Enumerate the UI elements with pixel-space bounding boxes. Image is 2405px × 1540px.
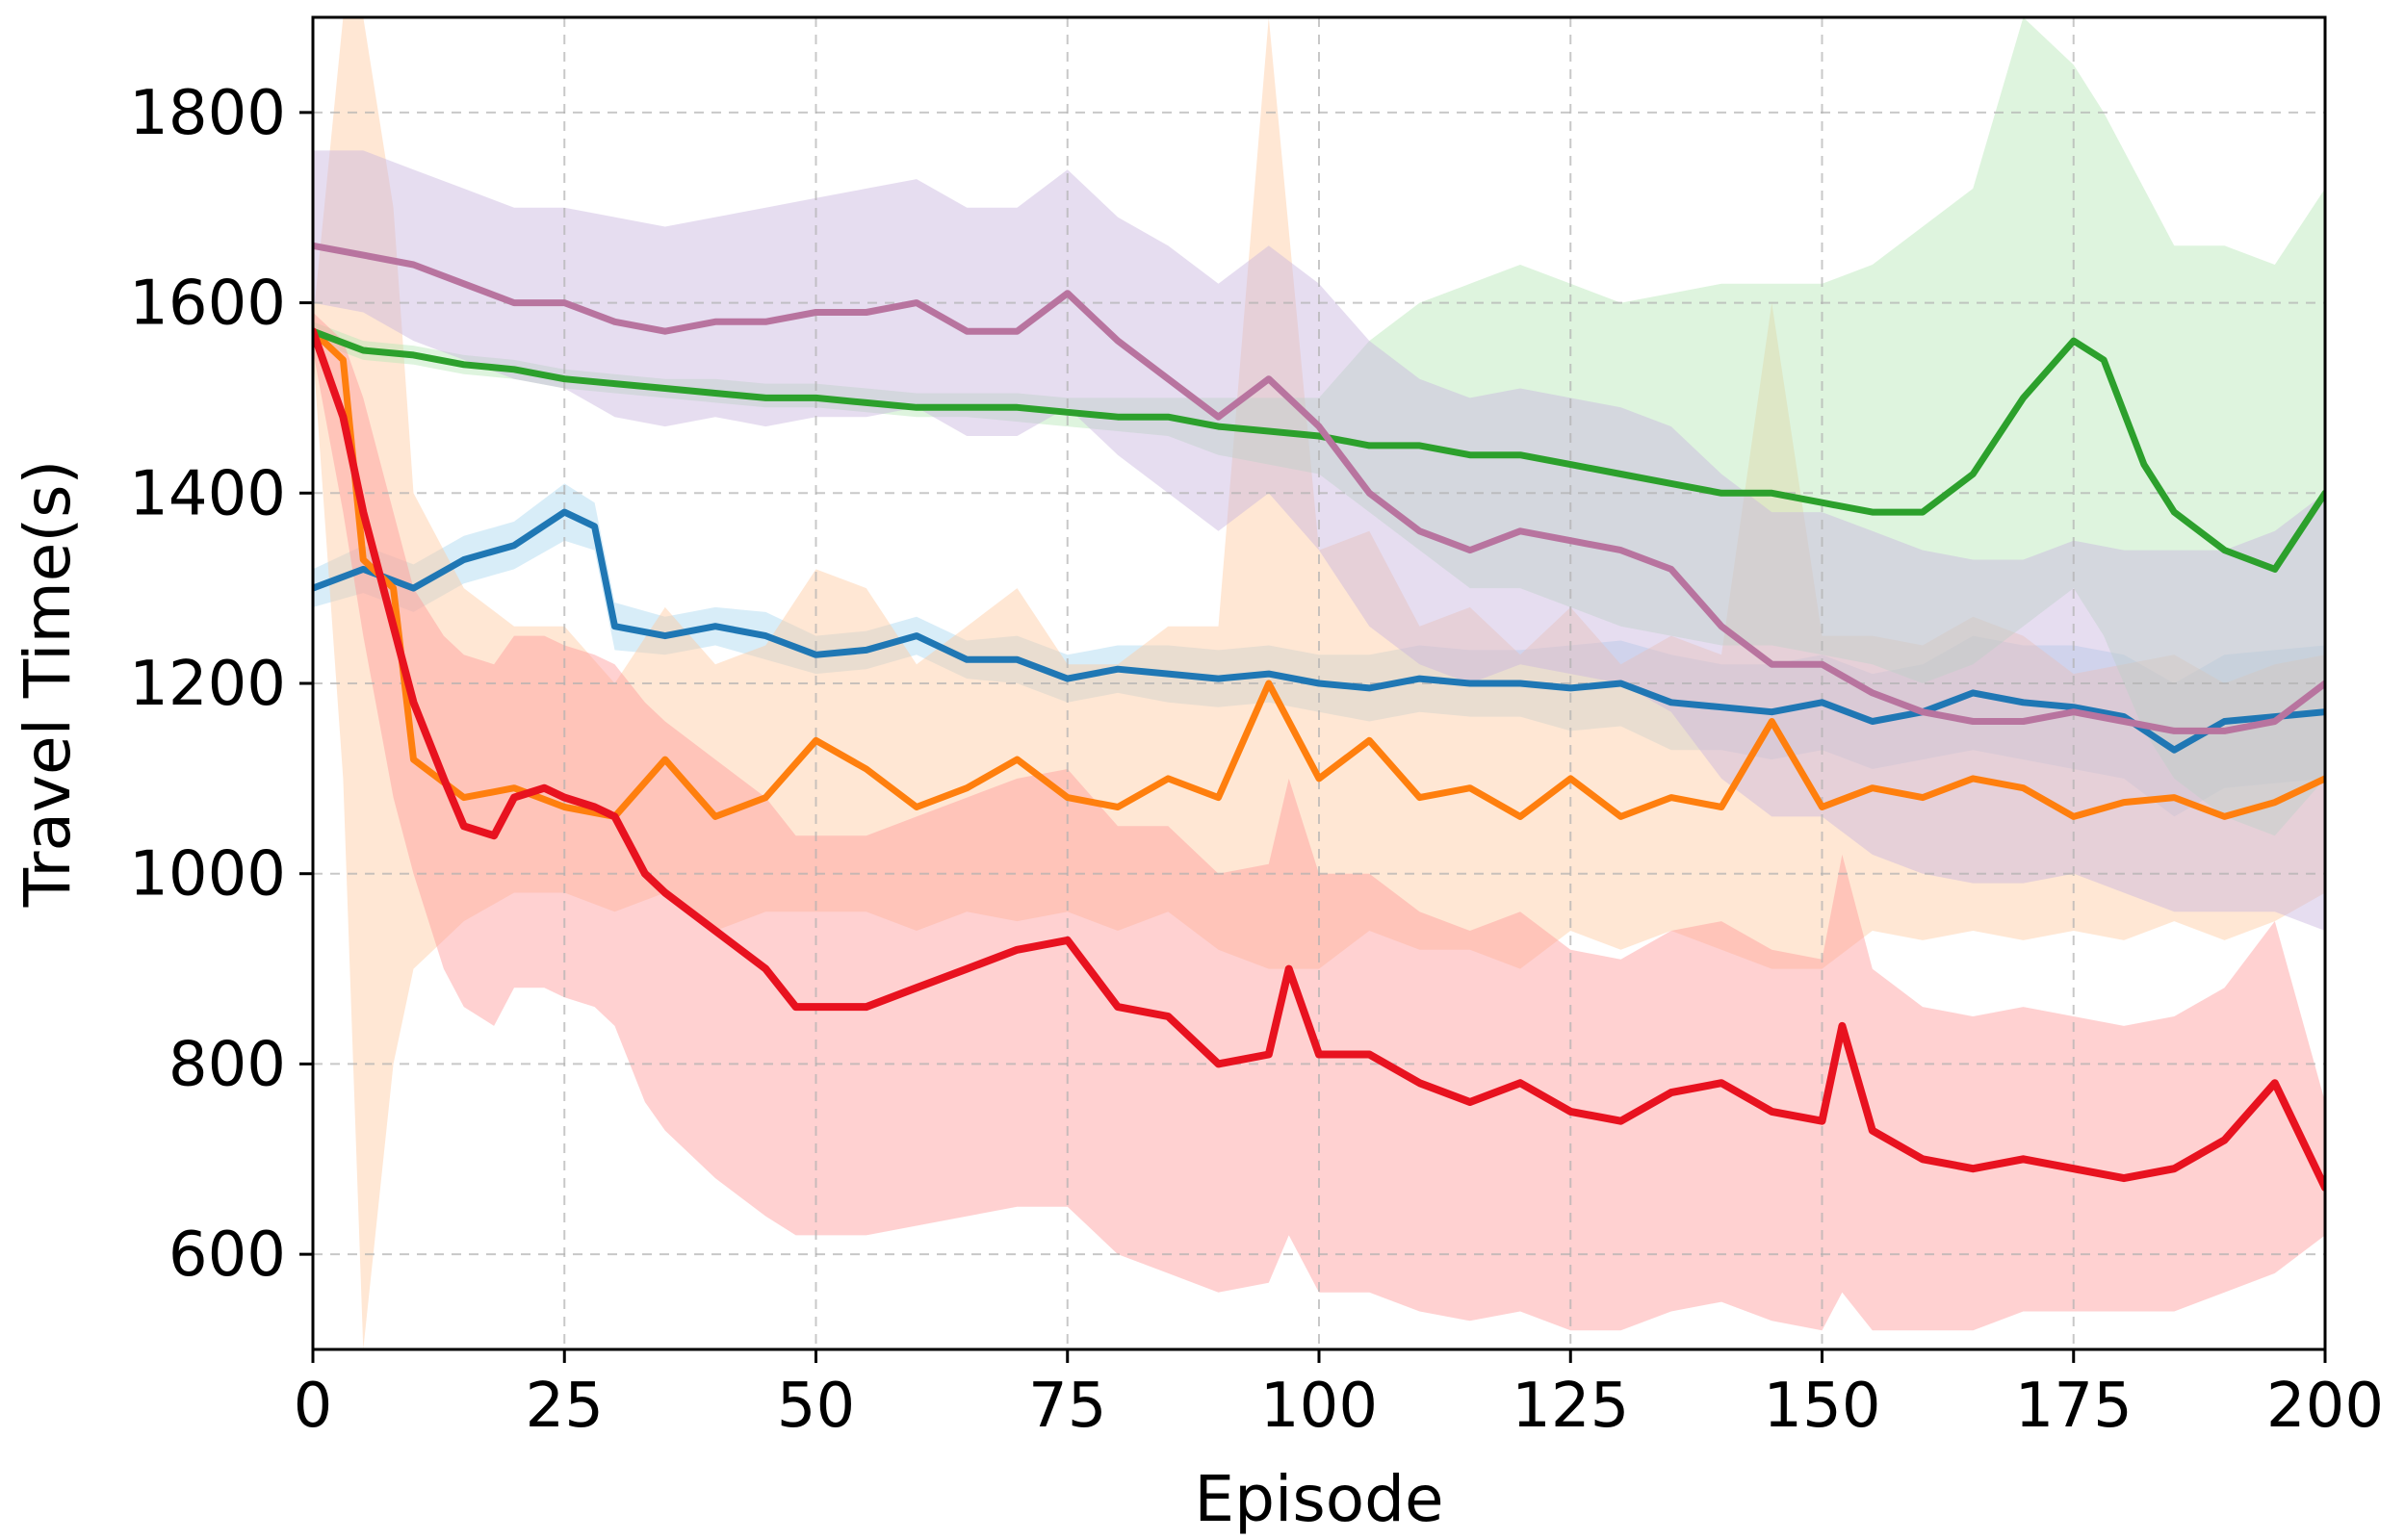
x-tick-label: 75 [1028,1371,1106,1442]
x-tick-label: 25 [526,1371,604,1442]
x-tick-label: 175 [2015,1371,2133,1442]
x-tick-label: 150 [1763,1371,1880,1442]
x-axis-label: Episode [1194,1462,1443,1536]
y-tick-label: 1800 [129,78,286,149]
line-series-1 [313,508,2325,754]
y-tick-label: 1000 [129,839,286,911]
x-tick-label: 125 [1512,1371,1629,1442]
series-lines [313,242,2325,1192]
y-tick-label: 800 [168,1029,286,1100]
y-tick-label: 1600 [129,269,286,340]
gridlines [312,17,2326,1349]
y-axis-label: Travel Time(s) [11,460,85,909]
y-tick-label: 600 [168,1219,286,1291]
line-series-3 [313,327,2325,573]
y-axis-ticks: 600 800 1000 1200 1400 1600 1800 [129,78,313,1291]
x-axis-ticks: 0 25 50 75 100 125 150 175 200 [294,1349,2384,1442]
line-series-4 [313,242,2325,734]
line-series-5 [313,327,2325,1192]
line-series-2 [313,327,2325,820]
x-tick-label: 100 [1260,1371,1378,1442]
y-tick-label: 1200 [129,649,286,720]
y-tick-label: 1400 [129,458,286,529]
x-tick-label: 200 [2266,1371,2384,1442]
x-tick-label: 0 [294,1371,333,1442]
x-tick-label: 50 [777,1371,855,1442]
